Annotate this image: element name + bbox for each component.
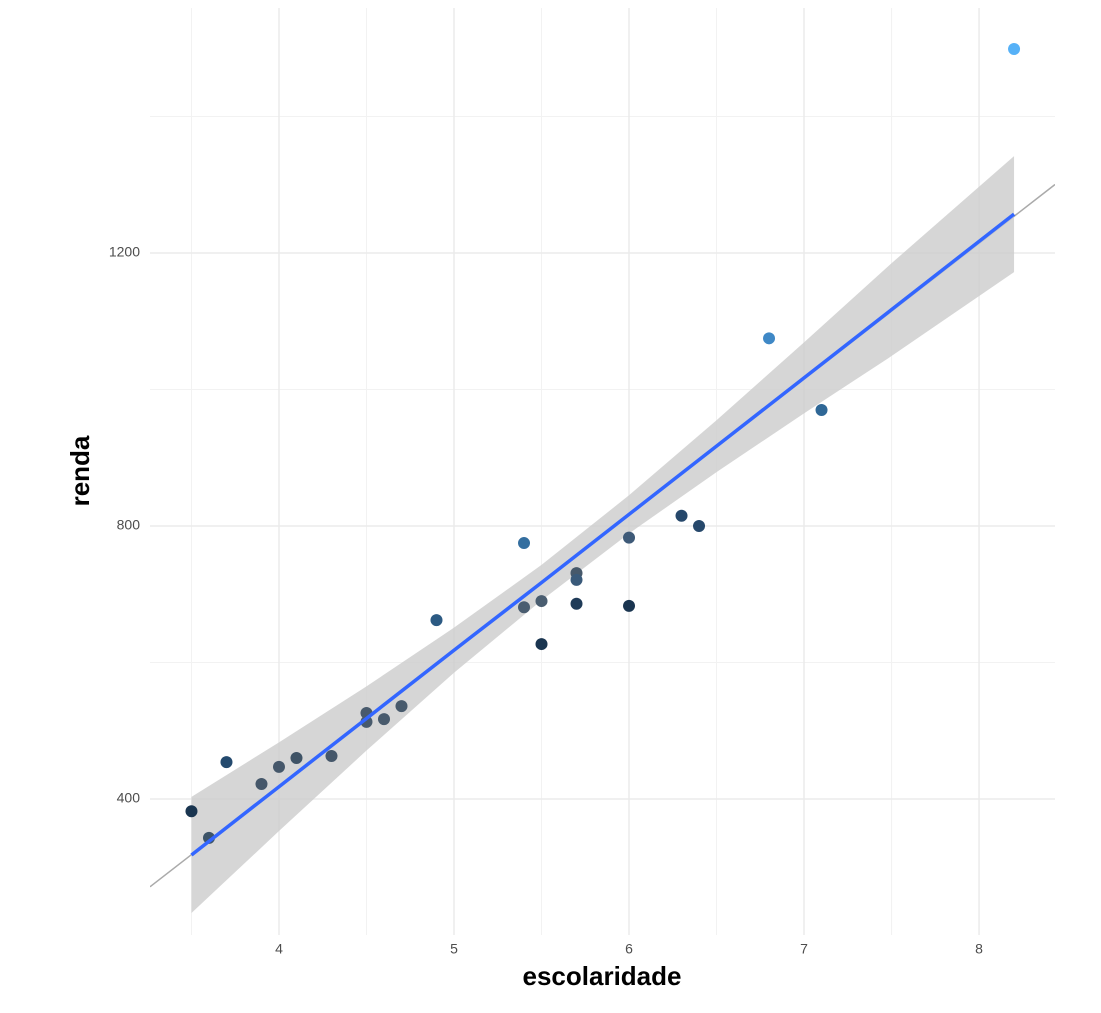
x-tick-label: 7 <box>800 941 808 957</box>
point <box>623 599 636 612</box>
point <box>570 597 583 610</box>
y-tick-label: 1200 <box>109 244 140 260</box>
point <box>430 614 443 627</box>
x-tick-label: 5 <box>450 941 458 957</box>
point <box>693 519 706 532</box>
x-tick-label: 8 <box>975 941 983 957</box>
x-tick-label: 6 <box>625 941 633 957</box>
point <box>395 700 408 713</box>
point <box>1008 42 1021 55</box>
x-tick-label: 4 <box>275 941 283 957</box>
point <box>518 537 531 550</box>
point <box>377 713 390 726</box>
point <box>255 777 268 790</box>
point <box>518 601 531 614</box>
point <box>185 805 198 818</box>
point <box>815 403 828 416</box>
point <box>272 760 285 773</box>
y-axis-title: renda <box>65 435 95 506</box>
point <box>675 509 688 522</box>
x-axis-title: escolaridade <box>523 961 682 991</box>
point <box>763 332 776 345</box>
point <box>623 531 636 544</box>
point <box>570 573 583 586</box>
point <box>535 595 548 608</box>
point <box>325 749 338 762</box>
y-tick-label: 400 <box>117 790 141 806</box>
point <box>535 638 548 651</box>
regression-line <box>190 212 1016 857</box>
point <box>220 756 233 769</box>
y-tick-label: 800 <box>117 517 141 533</box>
point <box>290 752 303 765</box>
